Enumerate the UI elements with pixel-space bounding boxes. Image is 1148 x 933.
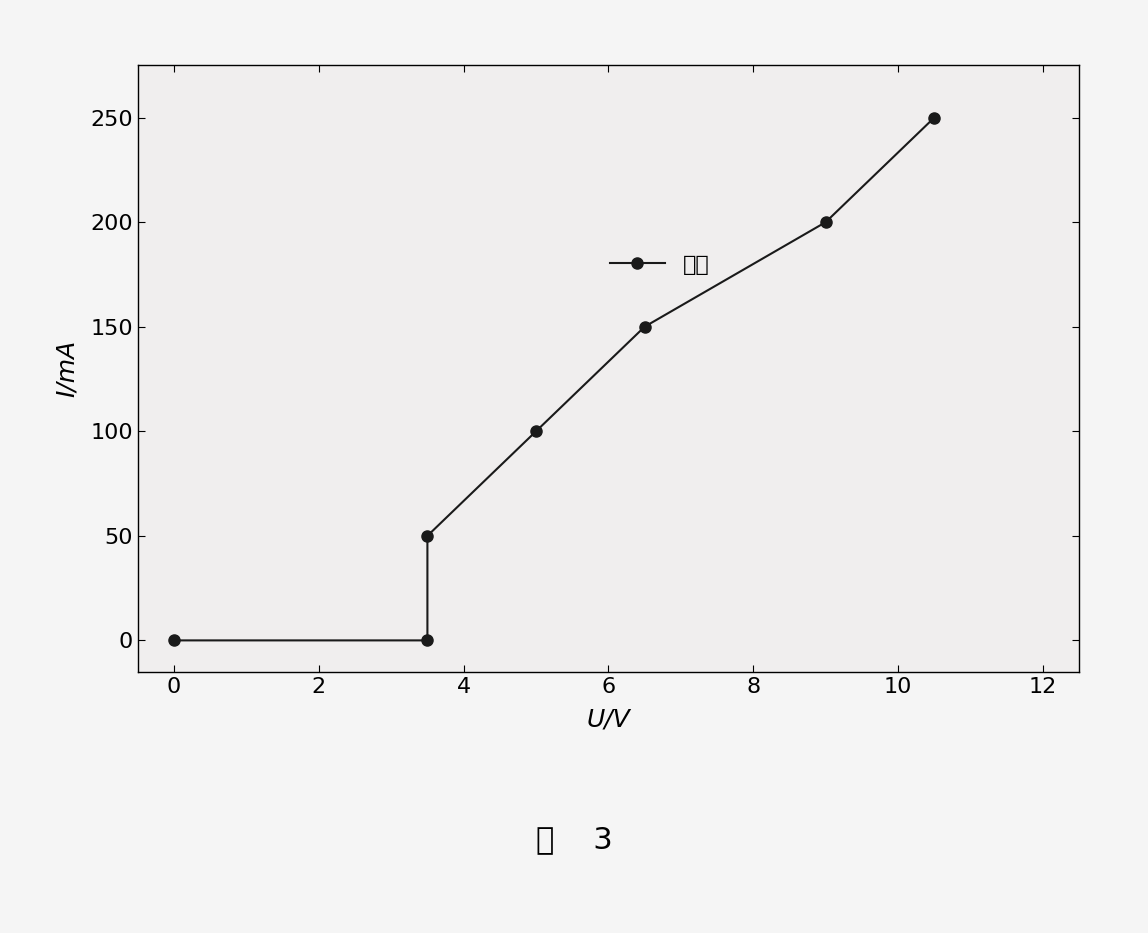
Legend: 电流: 电流	[600, 246, 719, 284]
Text: 图    3: 图 3	[536, 825, 612, 855]
Y-axis label: I/mA: I/mA	[55, 340, 79, 397]
X-axis label: U/V: U/V	[587, 708, 630, 731]
